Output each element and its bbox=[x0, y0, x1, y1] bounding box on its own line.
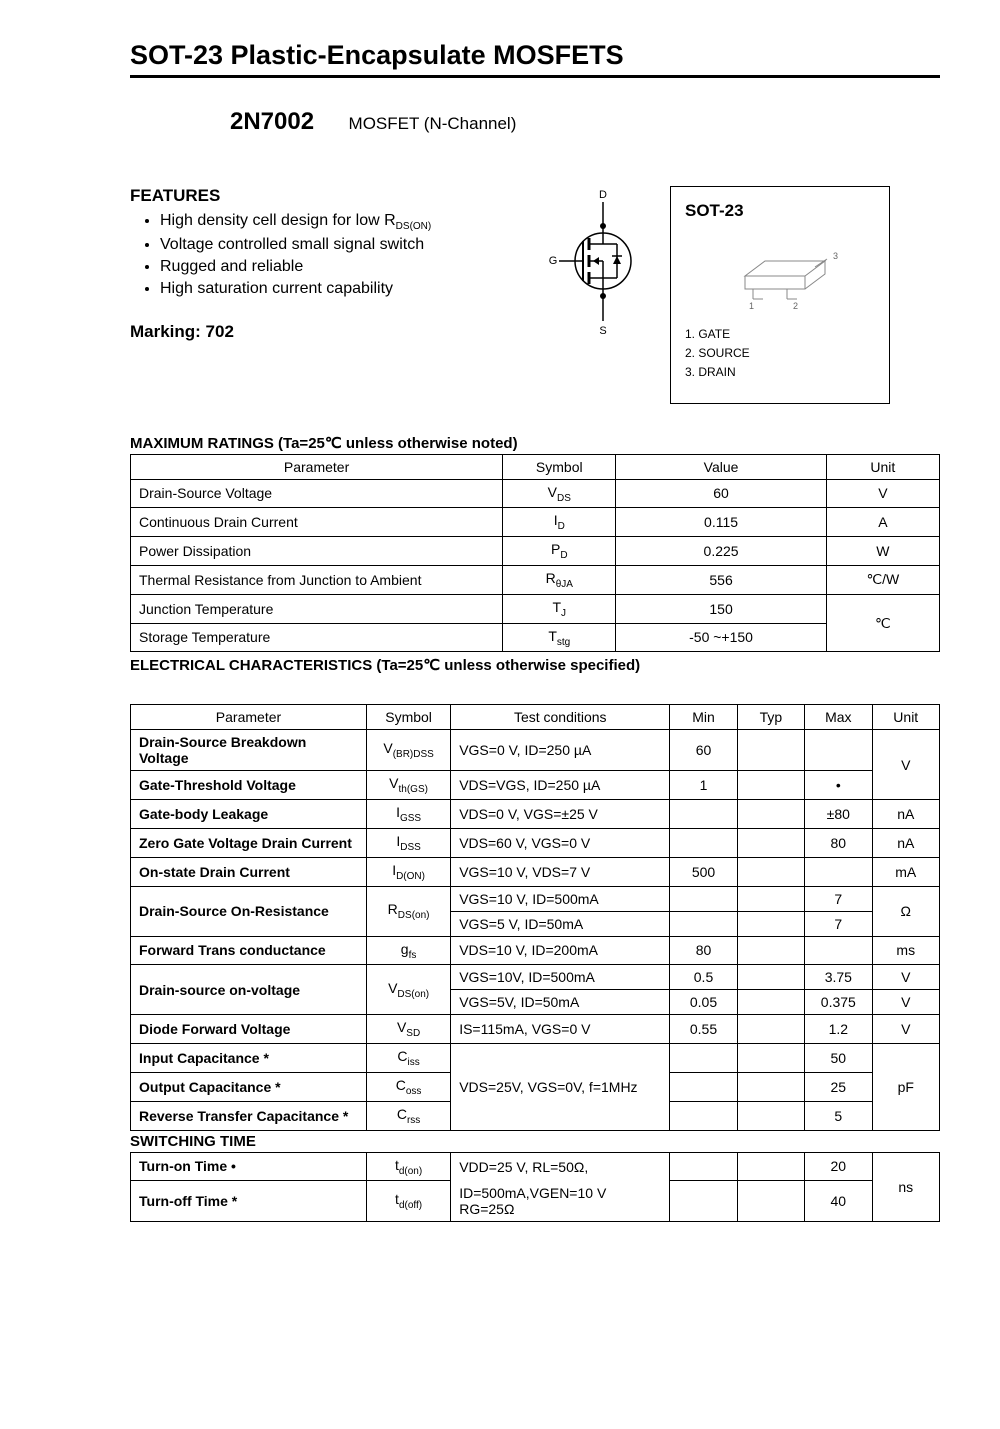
feature-item: High saturation current capability bbox=[160, 280, 530, 298]
marking-label: Marking: 702 bbox=[130, 322, 530, 342]
table-header-row: Parameter Symbol Value Unit bbox=[131, 454, 940, 479]
max-ratings-title: MAXIMUM RATINGS (Ta=25℃ unless otherwise… bbox=[130, 434, 940, 452]
part-row: 2N7002 MOSFET (N-Channel) bbox=[230, 108, 940, 136]
svg-text:1: 1 bbox=[749, 301, 754, 311]
features-list: High density cell design for low RDS(ON)… bbox=[160, 212, 530, 298]
table-row: Turn-off Time * td(off) ID=500mA,VGEN=10… bbox=[131, 1181, 940, 1222]
feature-item: Rugged and reliable bbox=[160, 258, 530, 276]
table-row: Drain-Source Breakdown VoltageV(BR)DSSVG… bbox=[131, 730, 940, 771]
top-section: FEATURES High density cell design for lo… bbox=[130, 186, 940, 404]
col-symbol: Symbol bbox=[503, 454, 616, 479]
svg-text:S: S bbox=[599, 325, 606, 336]
svg-text:D: D bbox=[599, 189, 607, 201]
svg-text:2: 2 bbox=[793, 301, 798, 311]
table-row: Junction TemperatureTJ150℃ bbox=[131, 594, 940, 623]
table-row: Forward Trans conductancegfsVDS=10 V, ID… bbox=[131, 936, 940, 965]
switching-title: SWITCHING TIME bbox=[130, 1133, 940, 1150]
mosfet-symbol: D G S bbox=[540, 186, 660, 336]
svg-text:G: G bbox=[549, 255, 558, 267]
max-ratings-table: Parameter Symbol Value Unit Drain-Source… bbox=[130, 454, 940, 653]
switching-table: Turn-on Time • td(on) VDD=25 V, RL=50Ω, … bbox=[130, 1152, 940, 1222]
elec-table: Parameter Symbol Test conditions Min Typ… bbox=[130, 704, 940, 1130]
table-row: Gate-body LeakageIGSSVDS=0 V, VGS=±25 V±… bbox=[131, 800, 940, 829]
part-type: MOSFET (N-Channel) bbox=[349, 114, 517, 133]
table-row: Gate-Threshold VoltageVth(GS)VDS=VGS, ID… bbox=[131, 771, 940, 800]
col-parameter: Parameter bbox=[131, 454, 503, 479]
pin-label: 1. GATE bbox=[685, 325, 875, 344]
table-row: On-state Drain CurrentID(ON)VGS=10 V, VD… bbox=[131, 857, 940, 886]
features-block: FEATURES High density cell design for lo… bbox=[130, 186, 530, 342]
mosfet-icon: D G S bbox=[545, 186, 655, 336]
features-title: FEATURES bbox=[130, 186, 530, 206]
col-value: Value bbox=[616, 454, 826, 479]
part-number: 2N7002 bbox=[230, 108, 314, 136]
table-row: Storage TemperatureTstg-50 ~+150 bbox=[131, 623, 940, 652]
package-title: SOT-23 bbox=[685, 201, 875, 221]
page-title: SOT-23 Plastic-Encapsulate MOSFETS bbox=[130, 40, 940, 78]
table-row: Diode Forward VoltageVSDIS=115mA, VGS=0 … bbox=[131, 1015, 940, 1044]
feature-item: High density cell design for low RDS(ON) bbox=[160, 212, 530, 232]
table-header-row: Parameter Symbol Test conditions Min Typ… bbox=[131, 705, 940, 730]
datasheet-page: SOT-23 Plastic-Encapsulate MOSFETS 2N700… bbox=[0, 0, 1000, 1262]
table-row: Continuous Drain CurrentID0.115A bbox=[131, 508, 940, 537]
feature-item: Voltage controlled small signal switch bbox=[160, 236, 530, 254]
table-row: Drain-Source VoltageVDS60V bbox=[131, 479, 940, 508]
package-box: SOT-23 1 2 3 1. GATE 2. SOURCE bbox=[670, 186, 890, 404]
pin-label: 3. DRAIN bbox=[685, 363, 875, 382]
package-icon: 1 2 3 bbox=[715, 231, 845, 311]
table-row: Input Capacitance *CissVDS=25V, VGS=0V, … bbox=[131, 1044, 940, 1073]
table-row: Drain-Source On-ResistanceRDS(on)VGS=10 … bbox=[131, 886, 940, 911]
col-unit: Unit bbox=[826, 454, 939, 479]
pin-label: 2. SOURCE bbox=[685, 344, 875, 363]
svg-text:3: 3 bbox=[833, 251, 838, 261]
table-row: Power DissipationPD0.225W bbox=[131, 537, 940, 566]
table-row: Turn-on Time • td(on) VDD=25 V, RL=50Ω, … bbox=[131, 1152, 940, 1181]
table-row: Thermal Resistance from Junction to Ambi… bbox=[131, 565, 940, 594]
elec-title: ELECTRICAL CHARACTERISTICS (Ta=25℃ unles… bbox=[130, 656, 940, 674]
table-row: Drain-source on-voltageVDS(on)VGS=10V, I… bbox=[131, 965, 940, 990]
table-row: Zero Gate Voltage Drain CurrentIDSSVDS=6… bbox=[131, 828, 940, 857]
package-pins: 1. GATE 2. SOURCE 3. DRAIN bbox=[685, 325, 875, 383]
